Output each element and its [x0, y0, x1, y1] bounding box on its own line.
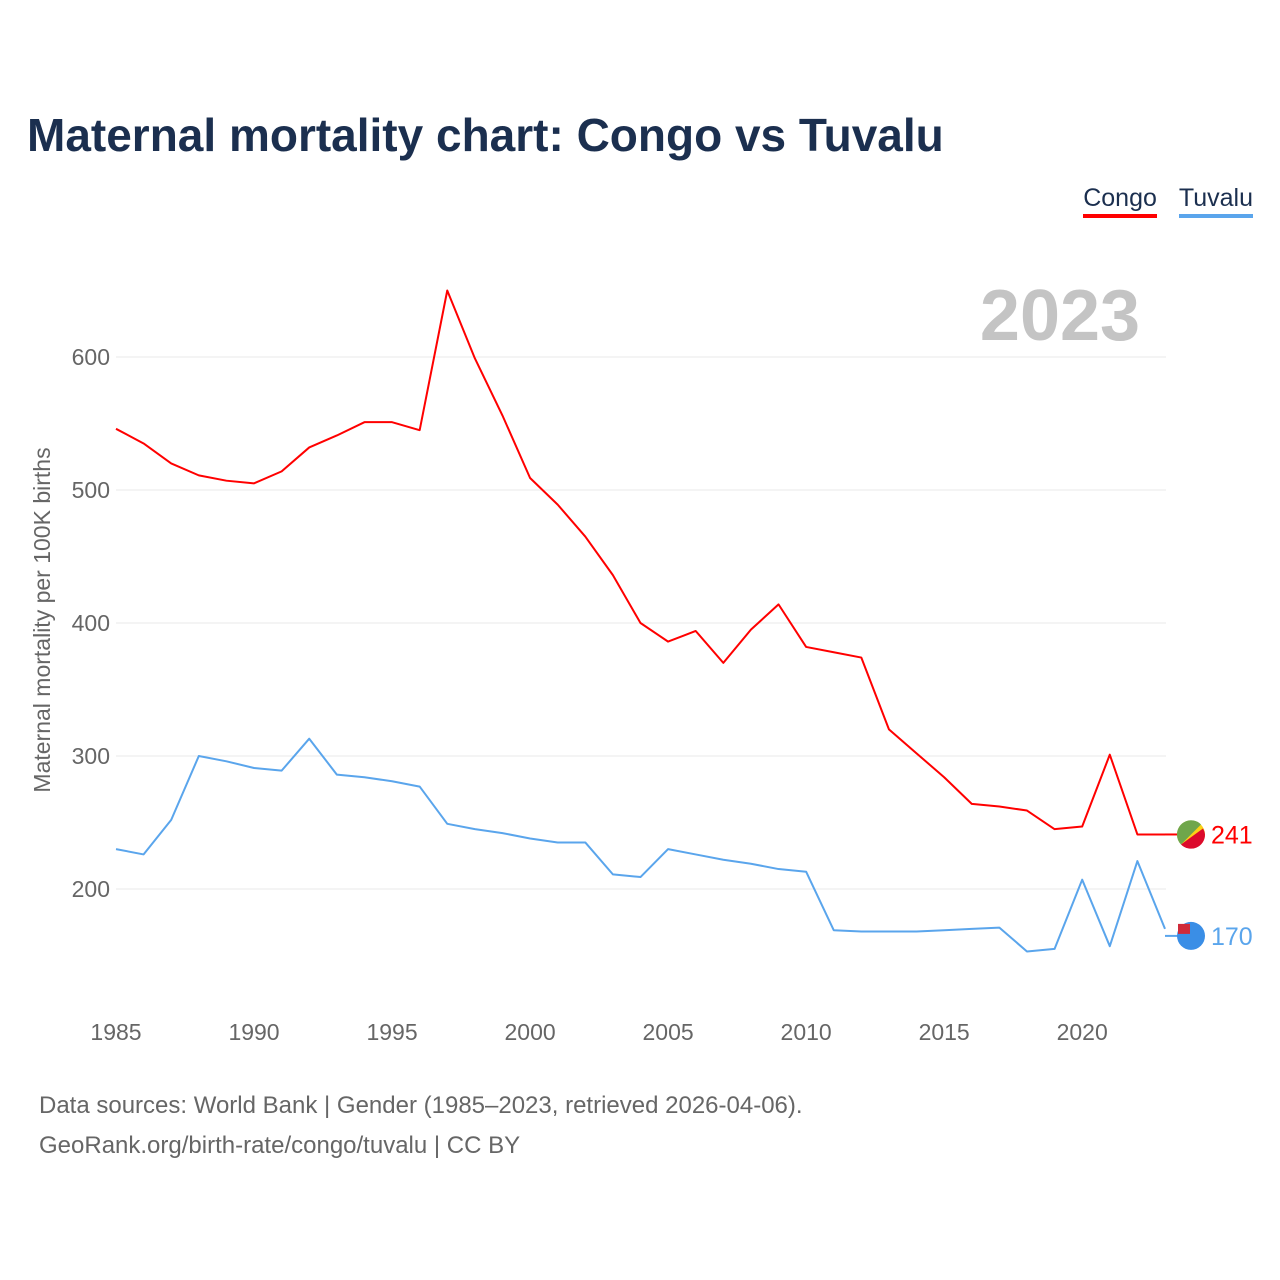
legend-tuvalu[interactable]: Tuvalu	[1178, 184, 1253, 218]
flag-green-part	[1176, 820, 1201, 845]
source-text: Data sources: World Bank | Gender (1985–…	[39, 1092, 803, 1119]
attribution-link[interactable]: GeoRank.org/birth-rate/congo/tuvalu | CC…	[39, 1132, 521, 1159]
y-tick-label: 500	[72, 477, 110, 503]
y-axis-label: Maternal mortality per 100K births	[29, 447, 55, 792]
end-value-label: 170	[1211, 923, 1253, 951]
y-tick-label: 400	[72, 610, 110, 636]
x-tick-label: 2005	[643, 1019, 694, 1045]
x-tick-label: 1995	[366, 1019, 417, 1045]
flag-union-part	[1178, 923, 1190, 934]
y-tick-label: 600	[72, 344, 110, 370]
legend: Congo Tuvalu	[1083, 184, 1253, 218]
x-tick-label: 2015	[919, 1019, 970, 1045]
x-tick-label: 2010	[781, 1019, 832, 1045]
y-tick-label: 300	[72, 743, 110, 769]
flag-red-part	[1181, 828, 1206, 849]
chart-title: Maternal mortality chart: Congo vs Tuval…	[27, 109, 944, 161]
y-tick-label: 200	[72, 876, 110, 902]
end-value-label: 241	[1211, 821, 1253, 849]
footer: Data sources: World Bank | Gender (1985–…	[39, 1086, 803, 1166]
series-line-congo	[115, 289, 1165, 836]
x-tick-label: 1985	[90, 1019, 141, 1045]
x-tick-label: 2020	[1057, 1019, 1108, 1045]
x-tick-label: 1990	[228, 1019, 279, 1045]
legend-congo[interactable]: Congo	[1083, 184, 1157, 218]
x-tick-label: 2000	[504, 1019, 555, 1045]
series-line-tuvalu	[115, 737, 1166, 953]
year-watermark: 2023	[980, 276, 1140, 356]
